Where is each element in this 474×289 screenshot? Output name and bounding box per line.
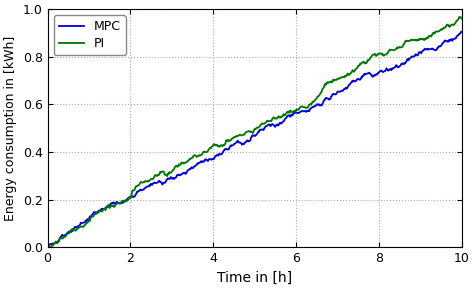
MPC (321, 98, 327, 101)
MPC (458, 30, 464, 34)
PI (357, 62, 363, 65)
MPC (151, 181, 157, 184)
PI (322, 82, 328, 86)
PI (456, 15, 462, 19)
PI (233, 135, 238, 138)
PI (459, 17, 465, 21)
Legend: MPC, PI: MPC, PI (54, 15, 126, 55)
X-axis label: Time in [h]: Time in [h] (217, 271, 292, 285)
MPC (459, 30, 465, 34)
MPC (232, 142, 238, 145)
PI (119, 199, 125, 203)
MPC (118, 201, 124, 205)
MPC (289, 113, 294, 116)
PI (45, 246, 50, 249)
PI (46, 247, 52, 250)
MPC (45, 246, 50, 249)
Line: MPC: MPC (47, 32, 462, 247)
MPC (356, 78, 362, 81)
Y-axis label: Energy consumption in [kWh]: Energy consumption in [kWh] (4, 36, 17, 221)
PI (290, 110, 295, 114)
Line: PI: PI (47, 17, 462, 248)
PI (152, 174, 158, 177)
